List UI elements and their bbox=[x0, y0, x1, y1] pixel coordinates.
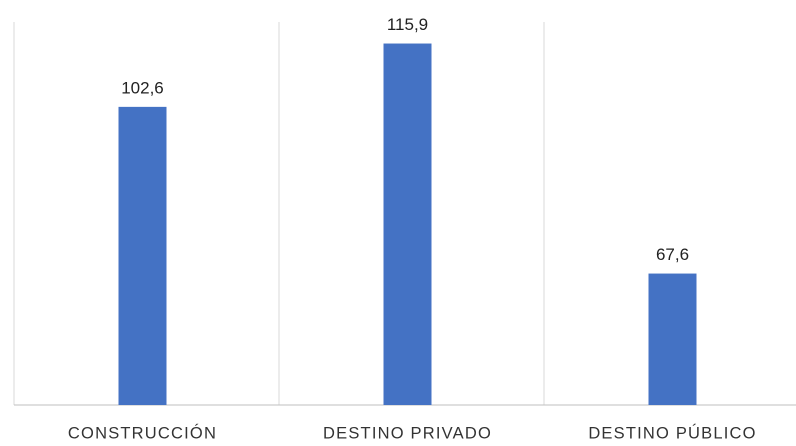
value-label: 67,6 bbox=[656, 245, 689, 264]
value-label: 102,6 bbox=[121, 78, 164, 97]
bar bbox=[118, 106, 167, 406]
bar bbox=[383, 43, 432, 406]
bar bbox=[648, 273, 697, 405]
x-tick-label: DESTINO PÚBLICO bbox=[588, 423, 756, 442]
value-label: 115,9 bbox=[387, 15, 428, 34]
x-tick-label: DESTINO PRIVADO bbox=[323, 424, 492, 442]
x-tick-label: CONSTRUCCIÓN bbox=[68, 423, 217, 442]
